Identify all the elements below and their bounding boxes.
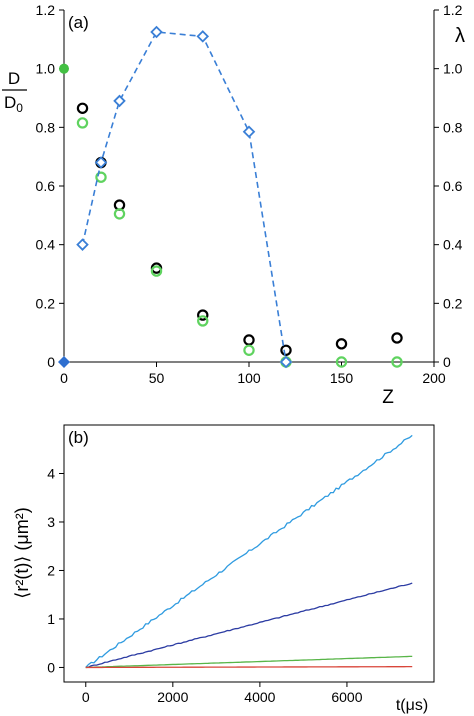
panel-a-y-tick-label-right: 0.4 (443, 237, 463, 253)
ratio-circle-point-1 (243, 344, 255, 356)
ratio-circle-point-0 (280, 344, 292, 356)
lambda-series-line (81, 31, 287, 363)
ratio-circle-point-0 (197, 309, 209, 321)
panel-a-y-tick-label-right: 1.0 (443, 61, 463, 77)
panel-b-y-tick-label: 0 (47, 659, 55, 675)
panel-b-x-tick-label: 0 (82, 689, 90, 705)
panel-b-xlabel: t(μs) (396, 697, 428, 714)
panel-b-y-tick-label: 2 (47, 562, 55, 578)
ylabel-left-numerator: D (8, 69, 20, 88)
msd-line-2 (85, 655, 413, 669)
panel-a-y-tick-label-right: 0.2 (443, 295, 463, 311)
lambda-diamond-point (113, 94, 126, 108)
panel-a-x-tick-label: 200 (422, 370, 446, 386)
ylabel-left-denominator-main: D (4, 93, 16, 112)
panel-a-y-tick-label-left: 0.8 (36, 119, 56, 135)
panel-a-y-tick-label-right: 0.6 (443, 178, 463, 194)
panel-a-y-tick-label-left: 1.2 (36, 2, 56, 18)
panel-b-label: (b) (68, 428, 89, 447)
ratio-circle-point-1 (197, 315, 209, 327)
panel-a-ylabel-left: D D0 (2, 69, 27, 115)
panel-a-y-ticks-right: 0 0.2 0.4 0.6 0.8 1.0 1.2 (434, 2, 463, 370)
panel-a-xlabel: Z (382, 387, 394, 408)
panel-b-lines (85, 434, 413, 669)
lambda-diamond-point (94, 156, 108, 169)
lambda-diamond-point (242, 125, 256, 139)
lambda-diamond-point (196, 30, 210, 43)
panel-a-ylabel-right: λ (455, 25, 465, 47)
panel-b: (b) ⟨r²(t)⟩ (μm²) t(μs) 0 2000 4000 6000 0 1… (12, 424, 435, 714)
panel-b-y-tick-label: 4 (47, 465, 55, 481)
panel-b-y-tick-label: 1 (47, 611, 55, 627)
panel-a-y-tick-label-right: 1.2 (443, 2, 463, 18)
panel-a-x-tick-label: 150 (330, 370, 354, 386)
ylabel-left-denominator-sub: 0 (16, 101, 23, 115)
panel-a-x-tick-label: 100 (237, 370, 261, 386)
ratio-circle-point-0 (391, 332, 403, 344)
panel-b-x-tick-label: 4000 (244, 689, 275, 705)
panel-a-y-tick-label-right: 0 (443, 354, 451, 370)
msd-line-1 (85, 582, 413, 669)
panel-a-x-tick-label: 50 (149, 370, 165, 386)
panel-a-x-tick-label: 0 (60, 370, 68, 386)
panel-b-frame (63, 424, 435, 683)
panel-a-y-tick-label-left: 0 (47, 354, 55, 370)
ratio-circle-point-1 (335, 356, 348, 368)
ratio-circle-point-1 (391, 356, 403, 368)
panel-a-y-tick-label-left: 0.4 (36, 237, 56, 253)
reference-filled-circle (59, 63, 69, 74)
msd-line-3 (85, 666, 413, 669)
panel-b-y-tick-label: 3 (47, 514, 55, 530)
ratio-circle-point-1 (113, 208, 126, 220)
ratio-circle-point-0 (243, 334, 255, 346)
panel-a-y-ticks-left: 0 0.2 0.4 0.6 0.8 1.0 1.2 (36, 2, 64, 370)
panel-a-y-tick-label-right: 0.8 (443, 119, 463, 135)
panel-b-x-tick-label: 2000 (157, 689, 188, 705)
panel-b-y-ticks: 0 1 2 3 4 (47, 465, 64, 675)
panel-a-y-tick-label-left: 1.0 (36, 61, 56, 77)
panel-a-marks (58, 25, 403, 369)
ratio-circle-point-1 (95, 171, 107, 183)
panel-b-ylabel: ⟨r²(t)⟩ (μm²) (12, 507, 32, 598)
panel-a: (a) D D0 λ Z 0 50 100 150 200 00.20.40.60.81… (2, 2, 465, 408)
ylabel-left-denominator: D0 (4, 93, 23, 115)
lambda-diamond-point (279, 355, 293, 369)
reference-filled-diamond (58, 356, 70, 368)
panel-a-x-ticks: 0 50 100 150 200 (60, 362, 446, 386)
panel-a-label: (a) (68, 13, 89, 32)
panel-a-y-tick-label-left: 0.2 (36, 295, 56, 311)
panel-b-x-ticks: 0 2000 4000 6000 (82, 682, 363, 705)
lambda-diamond-point (76, 238, 89, 251)
ratio-circle-point-0 (335, 338, 348, 350)
lambda-diamond-point (150, 25, 163, 39)
ratio-circle-point-1 (150, 265, 163, 277)
msd-line-0 (85, 434, 413, 668)
panel-a-y-tick-label-left: 0.6 (36, 178, 56, 194)
ratio-circle-point-1 (76, 117, 89, 129)
ratio-circle-point-0 (76, 102, 89, 114)
panel-b-x-tick-label: 6000 (331, 689, 362, 705)
